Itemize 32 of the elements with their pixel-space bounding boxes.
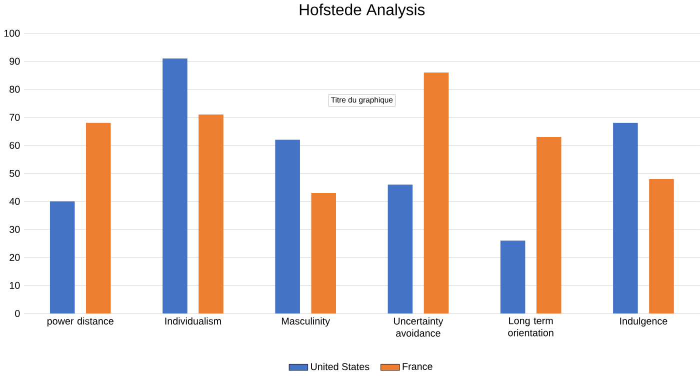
bar [50,201,75,314]
bar [613,122,638,314]
bar [86,122,111,314]
x-tick-label: Indulgence [620,317,668,327]
x-tick-label: Uncertainty avoidance [394,317,444,337]
legend-label: France [402,363,432,370]
y-tick-label: 70 [10,114,20,121]
bar [388,184,413,314]
chart-title: Hofstede Analysis [300,4,425,18]
bar [275,140,300,314]
bar [198,114,224,314]
y-tick-label: 0 [15,310,20,317]
y-tick-label: 80 [10,86,20,93]
y-tick-label: 30 [10,226,20,233]
x-tick-label: Long term orientation [508,317,554,336]
bar [424,72,449,314]
y-tick-label: 50 [10,170,20,177]
x-tick-label: power distance [47,317,114,327]
y-tick-label: 60 [10,142,20,149]
bar [500,240,526,314]
y-tick-label: 100 [4,30,20,37]
x-tick-label: Masculinity [282,317,330,327]
y-tick-label: 90 [10,58,20,65]
y-tick-label: 10 [10,282,20,289]
bar [311,192,336,314]
bar [649,178,674,314]
bar [536,136,562,314]
y-tick-label: 20 [10,254,20,261]
bar [162,58,188,314]
x-tick-label: Individualism [165,317,221,325]
legend-label: United States [311,362,370,370]
y-tick-label: 40 [9,198,20,205]
